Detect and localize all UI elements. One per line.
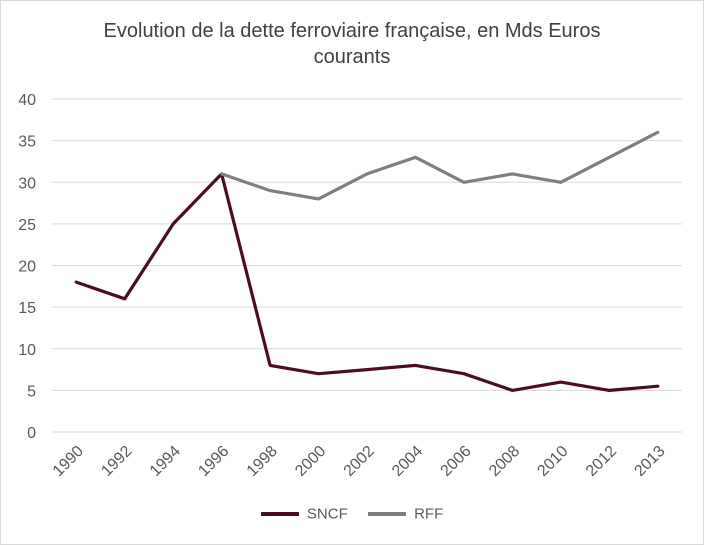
legend-swatch-rff: [367, 512, 406, 517]
y-tick-label: 40: [18, 92, 36, 109]
x-tick-label: 2008: [486, 443, 523, 480]
y-tick-label: 35: [18, 134, 36, 151]
legend: SNCF RFF: [0, 505, 704, 523]
legend-label-rff: RFF: [414, 505, 444, 523]
chart-title-line-2: courants: [313, 46, 391, 68]
series-line-sncf: [74, 172, 660, 392]
x-tick-label: 2010: [534, 443, 571, 480]
x-tick-label: 1992: [98, 443, 135, 480]
legend-swatch-sncf: [260, 512, 299, 517]
x-tick-label: 1990: [50, 443, 87, 480]
x-tick-label: 1994: [147, 443, 184, 480]
x-tick-label: 2006: [438, 443, 475, 480]
legend-label-sncf: SNCF: [306, 505, 348, 523]
x-tick-label: 1996: [195, 443, 232, 480]
y-tick-label: 25: [18, 217, 36, 234]
x-tick-label: 2002: [341, 443, 378, 480]
series-line-rff: [220, 130, 660, 201]
y-tick-label: 20: [18, 259, 36, 276]
chart-title: Evolution de la dette ferroviaire frança…: [0, 18, 704, 70]
x-tick-label: 2000: [292, 443, 329, 480]
x-tick-label: 2013: [631, 443, 668, 480]
y-tick-label: 10: [18, 342, 36, 359]
y-tick-label: 5: [27, 383, 36, 400]
x-tick-label: 2012: [583, 443, 620, 480]
y-tick-label: 15: [18, 300, 36, 317]
legend-item-sncf: SNCF: [260, 505, 348, 523]
legend-item-rff: RFF: [367, 505, 444, 523]
x-tick-label: 1998: [244, 443, 281, 480]
chart-title-line-1: Evolution de la dette ferroviaire frança…: [103, 20, 601, 42]
x-tick-label: 2004: [389, 443, 426, 480]
y-tick-label: 0: [27, 425, 36, 442]
y-tick-label: 30: [18, 175, 36, 192]
